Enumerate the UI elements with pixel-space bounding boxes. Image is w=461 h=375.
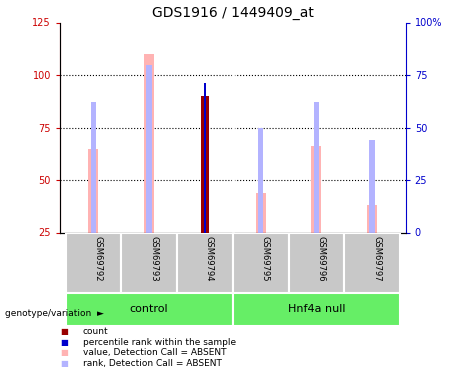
FancyBboxPatch shape <box>65 292 233 326</box>
Text: GSM69797: GSM69797 <box>372 236 381 281</box>
Text: ■: ■ <box>60 327 68 336</box>
Bar <box>147 64 152 232</box>
Bar <box>91 102 96 232</box>
Text: GSM69795: GSM69795 <box>260 236 270 281</box>
FancyBboxPatch shape <box>233 292 400 326</box>
FancyBboxPatch shape <box>233 232 289 292</box>
Text: GSM69792: GSM69792 <box>94 236 102 281</box>
Bar <box>369 140 375 232</box>
Bar <box>258 128 264 232</box>
Text: ■: ■ <box>60 348 68 357</box>
FancyBboxPatch shape <box>344 232 400 292</box>
Text: ■: ■ <box>60 359 68 368</box>
Text: Hnf4a null: Hnf4a null <box>288 304 345 314</box>
Text: percentile rank within the sample: percentile rank within the sample <box>83 338 236 347</box>
Text: GSM69793: GSM69793 <box>149 236 158 281</box>
Bar <box>89 148 98 232</box>
Bar <box>144 54 154 232</box>
Bar <box>203 83 207 232</box>
Text: rank, Detection Call = ABSENT: rank, Detection Call = ABSENT <box>83 359 222 368</box>
FancyBboxPatch shape <box>121 232 177 292</box>
Text: value, Detection Call = ABSENT: value, Detection Call = ABSENT <box>83 348 226 357</box>
Title: GDS1916 / 1449409_at: GDS1916 / 1449409_at <box>152 6 314 20</box>
FancyBboxPatch shape <box>289 232 344 292</box>
FancyBboxPatch shape <box>177 232 233 292</box>
Bar <box>367 205 377 232</box>
Text: genotype/variation  ►: genotype/variation ► <box>5 309 103 318</box>
FancyBboxPatch shape <box>65 232 121 292</box>
Bar <box>201 96 208 232</box>
Text: control: control <box>130 304 168 314</box>
Bar <box>312 146 321 232</box>
Text: GSM69794: GSM69794 <box>205 236 214 281</box>
Text: ■: ■ <box>60 338 68 347</box>
Text: GSM69796: GSM69796 <box>316 236 325 281</box>
Bar <box>313 102 319 232</box>
Bar <box>256 193 266 232</box>
Text: count: count <box>83 327 109 336</box>
